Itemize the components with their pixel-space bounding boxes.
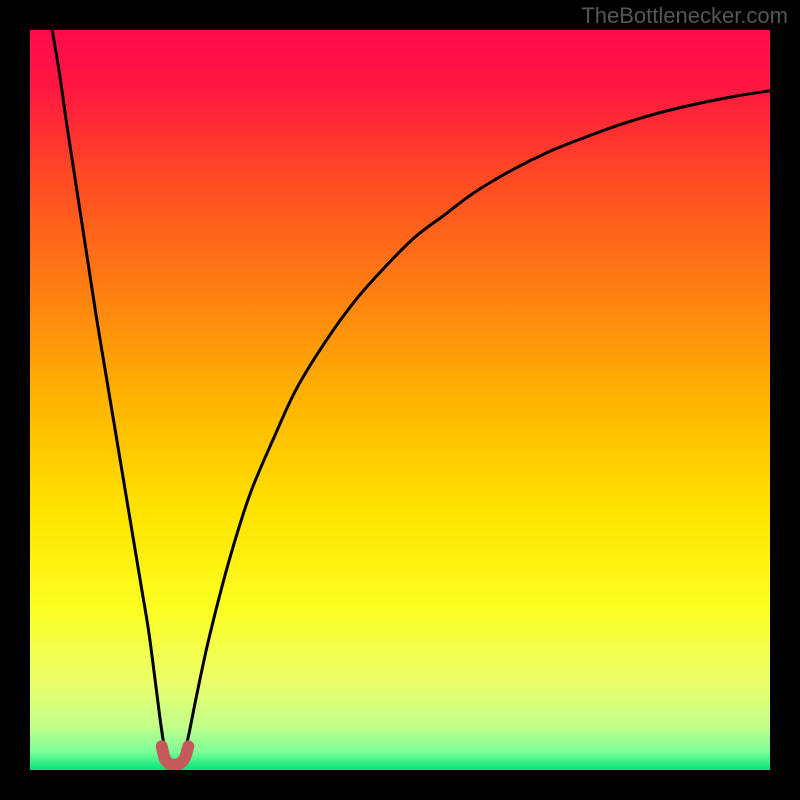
plot-area (30, 30, 770, 770)
chart-svg (30, 30, 770, 770)
figure-frame: TheBottlenecker.com (0, 0, 800, 800)
watermark-text: TheBottlenecker.com (581, 3, 788, 29)
gradient-background (30, 30, 770, 770)
